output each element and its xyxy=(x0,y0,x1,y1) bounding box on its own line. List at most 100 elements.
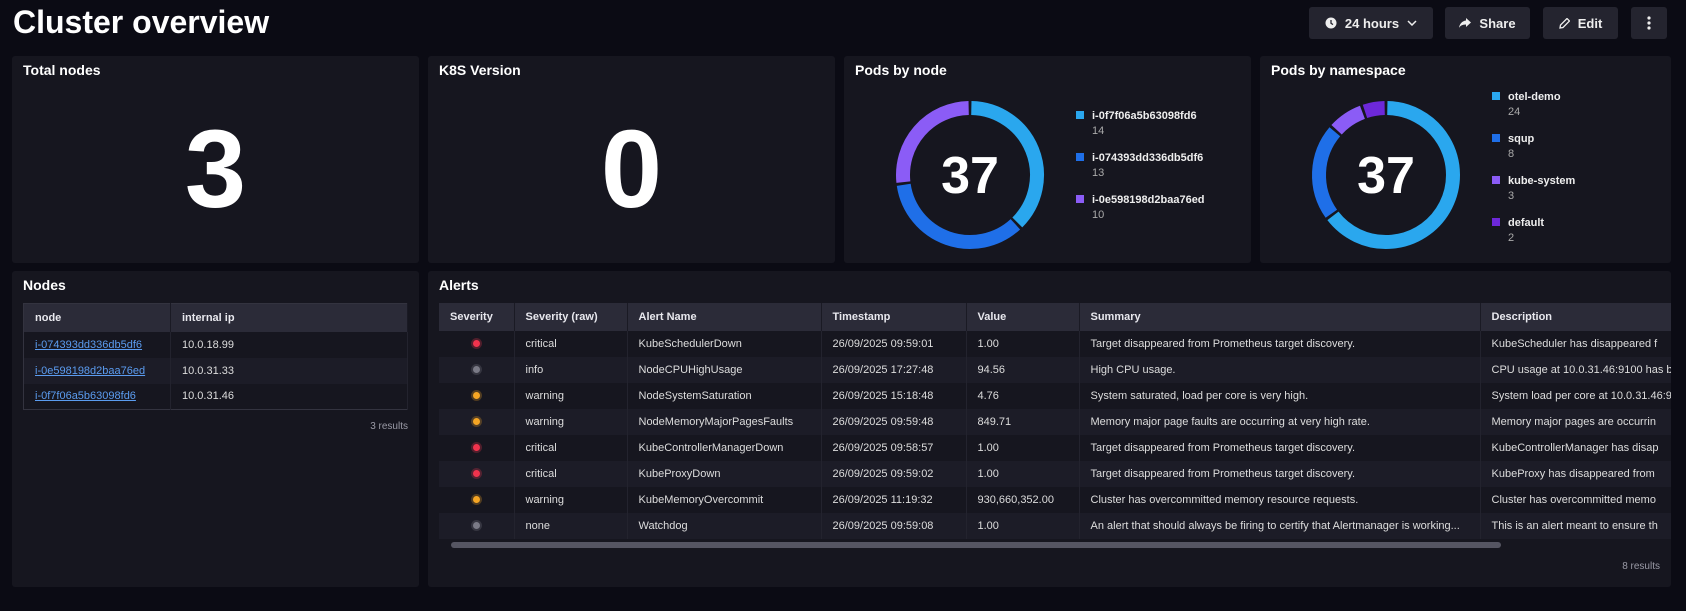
table-cell: 26/09/2025 09:59:08 xyxy=(821,513,967,539)
table-row: critical KubeSchedulerDown 26/09/2025 09:5… xyxy=(439,331,1671,357)
severity-dot xyxy=(472,392,480,399)
cell-text: warning xyxy=(525,416,565,428)
cell-text: Watchdog xyxy=(638,520,688,532)
column-header: node xyxy=(23,303,171,332)
cell-text: 26/09/2025 17:27:48 xyxy=(832,364,934,376)
table-row: warning NodeSystemSaturation 26/09/2025 15… xyxy=(439,383,1671,409)
cell-text: 4.76 xyxy=(977,390,999,402)
table-cell: 4.76 xyxy=(966,383,1080,409)
table-cell: KubeControllerManagerDown xyxy=(627,435,822,461)
severity-dot xyxy=(472,418,480,425)
cell-text: KubeProxy has disappeared from xyxy=(1491,468,1655,480)
table-row: i-0e598198d2baa76ed 10.0.31.33 xyxy=(23,357,408,384)
table-cell xyxy=(439,513,515,539)
share-button[interactable]: Share xyxy=(1445,7,1530,39)
legend-value: 10 xyxy=(1092,209,1104,221)
donut-segment xyxy=(1327,101,1460,249)
cell-text: 1.00 xyxy=(977,468,999,480)
alerts-table: Severity Severity (raw) Alert Name Timestam… xyxy=(439,303,1671,539)
table-cell: 1.00 xyxy=(966,331,1080,357)
legend-swatch xyxy=(1492,218,1500,226)
pods-by-namespace-panel: Pods by namespace 37 otel-demo 24 squp 8 kube… xyxy=(1260,56,1671,263)
cell-text: 1.00 xyxy=(977,520,999,532)
table-cell: critical xyxy=(514,435,628,461)
table-cell: NodeMemoryMajorPagesFaults xyxy=(627,409,822,435)
alerts-panel: Alerts Severity Severity (raw) Alert Name T… xyxy=(428,271,1671,587)
time-range-button[interactable]: 24 hours xyxy=(1309,7,1433,39)
cell-text: KubeProxyDown xyxy=(638,468,721,480)
cell-text: Memory major pages are occurrin xyxy=(1491,416,1656,428)
legend-value: 2 xyxy=(1508,232,1514,244)
stat-value: 0 xyxy=(600,108,663,231)
cell-text: Memory major page faults are occurring a… xyxy=(1090,416,1370,428)
table-cell: High CPU usage. xyxy=(1079,357,1481,383)
edit-button[interactable]: Edit xyxy=(1543,7,1618,39)
panel-title: Total nodes xyxy=(23,62,101,78)
table-row: info NodeCPUHighUsage 26/09/2025 17:27:48 9… xyxy=(439,357,1671,383)
scrollbar-thumb[interactable] xyxy=(451,542,1501,548)
total-nodes-panel: Total nodes 3 xyxy=(12,56,419,263)
cell-text: 26/09/2025 09:59:01 xyxy=(832,338,934,350)
table-cell: System load per core at 10.0.31.46:9 xyxy=(1480,383,1671,409)
legend-label: otel-demo xyxy=(1508,91,1561,103)
page-title: Cluster overview xyxy=(13,4,270,40)
cell-text: warning xyxy=(525,390,565,402)
donut-segment xyxy=(1362,101,1386,119)
pods-by-node-panel: Pods by node 37 i-0f7f06a5b63098fd6 14 i-07… xyxy=(844,56,1251,263)
table-cell: 10.0.31.46 xyxy=(170,383,408,410)
cell-text: 26/09/2025 11:19:32 xyxy=(832,494,933,506)
table-cell: 10.0.18.99 xyxy=(170,331,408,358)
cell-text: Target disappeared from Prometheus targe… xyxy=(1090,468,1356,480)
cell-text: Target disappeared from Prometheus targe… xyxy=(1090,442,1356,454)
cell-text: 1.00 xyxy=(977,338,999,350)
table-cell xyxy=(439,487,515,513)
legend-label: i-0f7f06a5b63098fd6 xyxy=(1092,110,1197,122)
cell-text: 26/09/2025 15:18:48 xyxy=(832,390,934,402)
table-cell: 26/09/2025 09:59:48 xyxy=(821,409,967,435)
legend-value: 14 xyxy=(1092,125,1104,137)
kebab-icon xyxy=(1647,16,1651,30)
node-link[interactable]: i-0e598198d2baa76ed xyxy=(35,364,146,377)
table-cell: warning xyxy=(514,487,628,513)
table-cell xyxy=(439,461,515,487)
table-cell: 26/09/2025 11:19:32 xyxy=(821,487,967,513)
donut-segment xyxy=(1331,105,1366,135)
column-header: Alert Name xyxy=(627,303,822,331)
cell-text: warning xyxy=(525,494,565,506)
horizontal-scrollbar[interactable] xyxy=(439,541,1671,549)
panel-title: K8S Version xyxy=(439,62,521,78)
table-cell: CPU usage at 10.0.31.46:9100 has b xyxy=(1480,357,1671,383)
cell-text: critical xyxy=(525,468,557,480)
legend-value: 8 xyxy=(1508,148,1514,160)
cell-text: 10.0.31.46 xyxy=(182,390,234,403)
cell-text: 930,660,352.00 xyxy=(977,494,1054,506)
menu-button[interactable] xyxy=(1631,7,1667,39)
legend-swatch xyxy=(1076,195,1084,203)
table-cell xyxy=(439,357,515,383)
clock-icon xyxy=(1325,17,1337,29)
severity-dot xyxy=(472,444,480,451)
table-cell: warning xyxy=(514,383,628,409)
cell-text: none xyxy=(525,520,550,532)
column-header: internal ip xyxy=(170,303,408,332)
table-cell: 94.56 xyxy=(966,357,1080,383)
column-header: Timestamp xyxy=(821,303,967,331)
results-count: 3 results xyxy=(370,421,408,432)
legend-swatch xyxy=(1076,111,1084,119)
header: Cluster overview 24 hours Share Edit xyxy=(13,0,1673,50)
table-cell xyxy=(439,409,515,435)
cell-text: System load per core at 10.0.31.46:9 xyxy=(1491,390,1672,402)
table-cell: Cluster has overcommitted memo xyxy=(1480,487,1671,513)
legend-value: 13 xyxy=(1092,167,1104,179)
column-header: Summary xyxy=(1079,303,1481,331)
table-cell: Target disappeared from Prometheus targe… xyxy=(1079,435,1481,461)
donut-chart: 37 otel-demo 24 squp 8 kube-system 3 default 2 xyxy=(1312,91,1575,249)
cell-text: Cluster has overcommitted memo xyxy=(1491,494,1656,506)
table-cell: KubeSchedulerDown xyxy=(627,331,822,357)
node-link[interactable]: i-074393dd336db5df6 xyxy=(35,338,143,351)
node-link[interactable]: i-0f7f06a5b63098fd6 xyxy=(35,390,136,403)
cell-text: KubeSchedulerDown xyxy=(638,338,742,350)
cell-text: 26/09/2025 09:58:57 xyxy=(832,442,934,454)
table-row: i-074393dd336db5df6 10.0.18.99 xyxy=(23,331,408,358)
stat-value: 3 xyxy=(184,108,247,231)
